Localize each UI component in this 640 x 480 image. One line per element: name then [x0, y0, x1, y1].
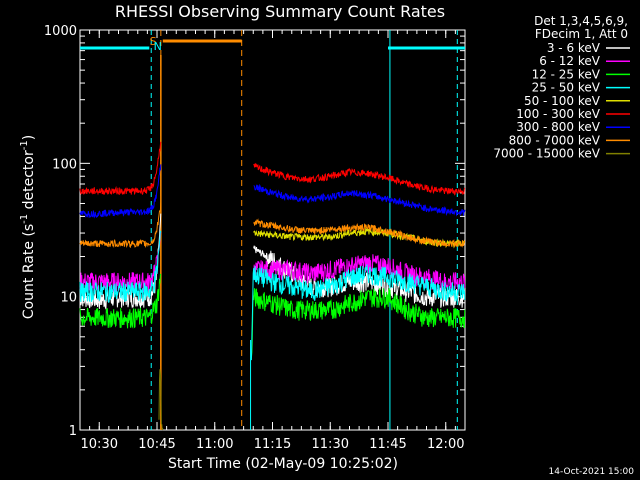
legend-label: 800 - 7000 keV — [509, 133, 601, 147]
footer-timestamp: 14-Oct-2021 15:00 — [549, 467, 635, 477]
legend-label: 50 - 100 keV — [524, 94, 601, 108]
legend-label: 12 - 25 keV — [532, 67, 601, 81]
chart-title: RHESSI Observing Summary Count Rates — [115, 2, 445, 21]
x-tick-label: 11:45 — [369, 437, 406, 452]
x-tick-label: 10:45 — [138, 437, 175, 452]
x-tick-label: 10:30 — [81, 437, 118, 452]
legend-header-line-2: FDecim 1, Att 0 — [535, 27, 628, 41]
series-line-2 — [79, 273, 466, 359]
series-line-8 — [158, 369, 164, 431]
series-line-1 — [79, 232, 466, 293]
legend-label: 300 - 800 keV — [516, 120, 600, 134]
series-line-3 — [79, 230, 466, 361]
y-tick-label: 1000 — [44, 24, 77, 39]
x-tick-label: 11:30 — [312, 437, 349, 452]
y-axis-label: Count Rate (s-1 detector-1) — [19, 135, 37, 319]
x-tick-label: 11:00 — [196, 437, 233, 452]
flag-annotation: S — [150, 35, 157, 48]
legend-label: 7000 - 15000 keV — [493, 147, 600, 161]
plot-area: 1 10 100 1000 10:30 10:45 11:00 11:15 11:30 11:45… — [44, 24, 466, 452]
legend-label: 6 - 12 keV — [539, 54, 601, 68]
legend-header-line-1: Det 1,3,4,5,6,9, — [534, 14, 628, 28]
x-tick-label: 11:15 — [254, 437, 291, 452]
legend-label: 100 - 300 keV — [516, 107, 600, 121]
legend-label: 3 - 6 keV — [547, 41, 601, 55]
y-tick-label: 1 — [69, 424, 77, 439]
x-tick-label: 12:00 — [427, 437, 464, 452]
legend-label: 25 - 50 keV — [532, 81, 601, 95]
series-line-5 — [79, 141, 466, 196]
series-line-6 — [79, 164, 466, 219]
y-tick-label: 10 — [60, 291, 77, 306]
flag-annotation: N — [154, 40, 162, 53]
series-line-7 — [79, 202, 466, 249]
y-tick-label: 100 — [52, 157, 77, 172]
x-axis-label: Start Time (02-May-09 10:25:02) — [168, 456, 398, 472]
